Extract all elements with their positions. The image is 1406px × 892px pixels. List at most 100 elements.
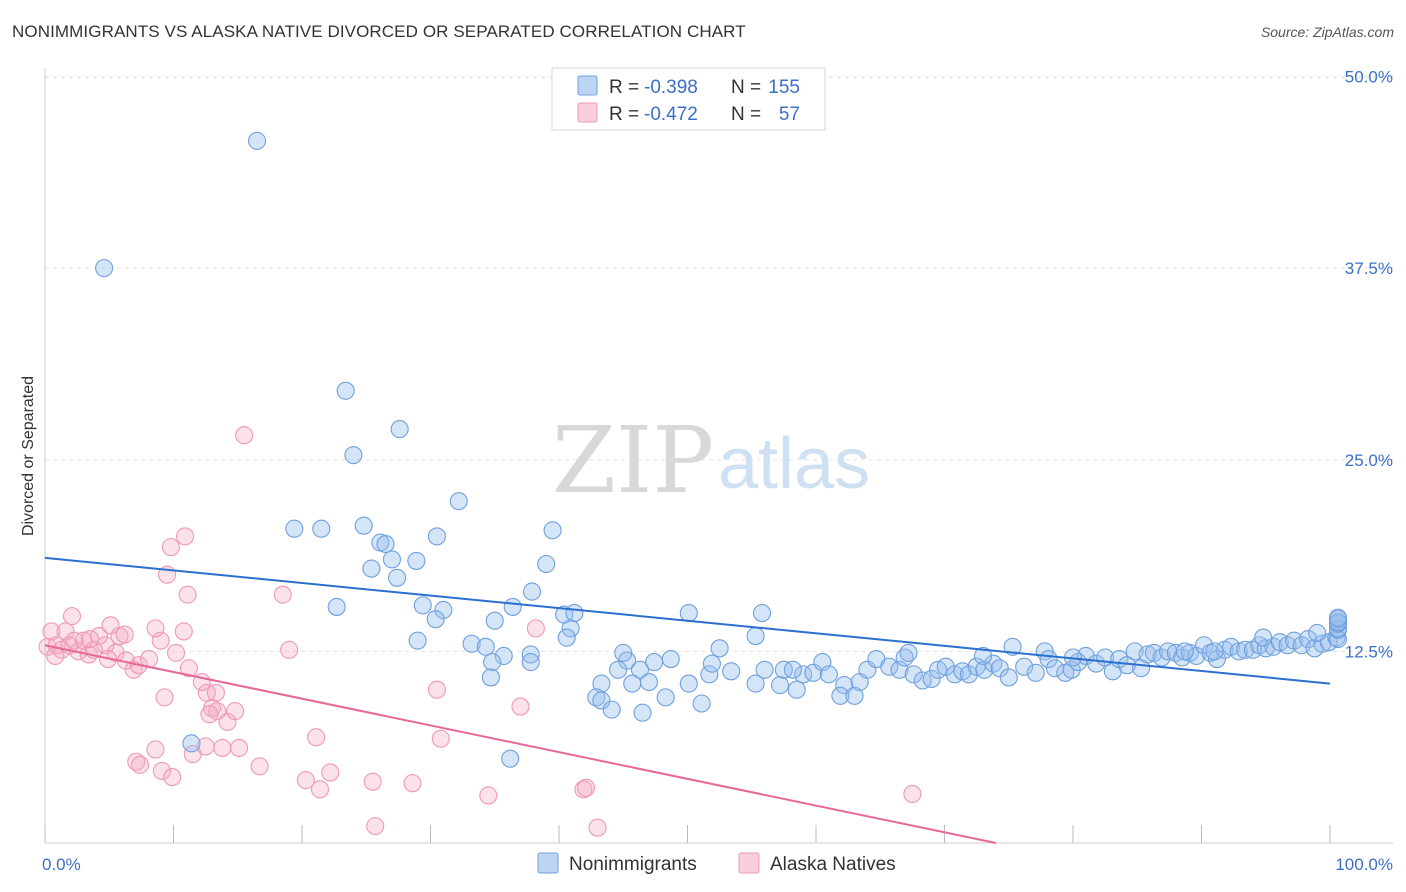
nonimmigrants-point xyxy=(407,551,426,570)
alaska-natives-point xyxy=(235,426,254,445)
alaska-natives-point xyxy=(431,729,450,748)
alaska-natives-point xyxy=(206,683,225,702)
nonimmigrants-point xyxy=(408,631,427,650)
alaska-natives-point xyxy=(96,636,115,655)
correlation-legend: R = -0.398 N = 155 R = -0.472 N = 57 xyxy=(551,67,826,131)
nonimmigrants-point xyxy=(537,554,556,574)
nonimmigrants-point xyxy=(1278,636,1297,655)
trend-lines xyxy=(44,556,1331,844)
nonimmigrants-point xyxy=(1328,613,1348,632)
alaska-natives-point xyxy=(307,728,326,747)
grid-lines xyxy=(45,76,1393,652)
nonimmigrants-point xyxy=(1328,619,1348,638)
nonimmigrants-point xyxy=(661,649,680,669)
nonimmigrants-point xyxy=(483,653,502,672)
y-tick-label: 12.5% xyxy=(1345,642,1393,661)
nonimmigrants-point xyxy=(787,680,806,699)
nonimmigrants-point xyxy=(521,653,540,672)
nonimmigrants-point xyxy=(565,603,584,623)
nonimmigrants-point xyxy=(700,665,719,684)
nonimmigrants-point xyxy=(344,446,363,465)
nonimmigrants-point xyxy=(1175,642,1194,661)
nonimmigrants-point xyxy=(679,674,698,693)
nonimmigrants-point xyxy=(845,686,864,705)
nonimmigrants-point xyxy=(494,646,513,666)
nonimmigrants-point xyxy=(692,694,711,713)
nonimmigrants-point xyxy=(95,259,114,278)
nonimmigrants-point xyxy=(1026,663,1045,682)
nonimmigrants-point xyxy=(362,559,381,578)
nonimmigrants-point xyxy=(561,619,580,638)
nonimmigrants-point xyxy=(614,643,633,662)
nonimmigrants-point xyxy=(1254,628,1273,647)
alaska-natives-point xyxy=(167,643,186,662)
legend-r-label-1: R = xyxy=(609,77,639,98)
nonimmigrants-point xyxy=(1264,637,1283,656)
nonimmigrants-point xyxy=(639,672,659,692)
x-tick-label: 0.0% xyxy=(42,855,81,874)
nonimmigrants-point xyxy=(973,646,993,666)
nonimmigrants-point xyxy=(770,676,790,695)
alaska-natives-point xyxy=(179,659,198,678)
chart-title: NONIMMIGRANTS VS ALASKA NATIVE DIVORCED … xyxy=(12,22,746,41)
alaska-natives-point xyxy=(280,640,299,659)
alaska-natives-point xyxy=(250,757,269,776)
nonimmigrants-point xyxy=(388,568,407,587)
nonimmigrants-point xyxy=(623,674,642,693)
alaska-natives-point xyxy=(146,619,165,638)
alaska-natives-point xyxy=(310,780,330,799)
legend-swatch-alaska-natives xyxy=(577,102,598,123)
legend-n-label-1: N = xyxy=(731,77,761,98)
nonimmigrants-point xyxy=(880,657,899,676)
nonimmigrants-point xyxy=(1308,623,1327,643)
nonimmigrants-point xyxy=(354,516,373,535)
nonimmigrants-point xyxy=(587,688,606,707)
nonimmigrants-point xyxy=(449,492,468,511)
legend-n-value-1: 155 xyxy=(768,77,800,98)
nonimmigrants-point xyxy=(182,734,201,753)
alaska-natives-point xyxy=(273,585,292,604)
alaska-natives-point xyxy=(80,630,100,649)
nonimmigrants-point xyxy=(557,628,576,647)
nonimmigrants-point xyxy=(1195,636,1214,655)
alaska-natives-point xyxy=(576,778,596,797)
nonimmigrants-point xyxy=(746,674,765,693)
nonimmigrants-point xyxy=(602,700,621,719)
nonimmigrants-point xyxy=(376,535,395,554)
y-tick-labels: 12.5% 25.0% 37.5% 50.0% xyxy=(1345,68,1393,662)
nonimmigrants-trend-line xyxy=(44,556,1331,685)
legend-label-nonimmigrants: Nonimmigrants xyxy=(569,854,697,875)
alaska-natives-point xyxy=(131,755,150,774)
nonimmigrants-point xyxy=(485,611,504,630)
legend-r-label-2: R = xyxy=(609,104,639,125)
nonimmigrants-point xyxy=(543,521,562,540)
alaska-natives-point xyxy=(174,622,193,641)
nonimmigrants-point xyxy=(1229,642,1248,661)
nonimmigrants-point xyxy=(831,686,850,705)
alaska-natives-point xyxy=(178,585,197,604)
nonimmigrants-point xyxy=(899,643,918,662)
alaska-natives-point xyxy=(366,817,385,836)
alaska-natives-point xyxy=(62,607,82,626)
nonimmigrants-point xyxy=(975,660,994,679)
alaska-natives-point xyxy=(588,818,607,837)
alaska-natives-point xyxy=(200,705,219,724)
nonimmigrants-point xyxy=(722,662,741,681)
alaska-natives-trend-line xyxy=(44,644,997,844)
nonimmigrants-point xyxy=(1328,608,1348,627)
alaska-natives-point xyxy=(321,763,340,782)
nonimmigrants-point xyxy=(1166,643,1185,662)
watermark-zip: ZIP xyxy=(552,407,714,514)
nonimmigrants-point xyxy=(336,381,355,400)
nonimmigrants-point xyxy=(755,660,774,679)
nonimmigrants-point xyxy=(904,665,923,684)
nonimmigrants-point xyxy=(783,660,802,679)
nonimmigrants-point xyxy=(382,550,402,569)
nonimmigrants-points xyxy=(95,131,1348,768)
nonimmigrants-point xyxy=(1015,657,1034,676)
nonimmigrants-point xyxy=(592,691,611,710)
nonimmigrants-point xyxy=(819,665,838,684)
legend-swatch-nonimmigrants xyxy=(577,75,598,96)
nonimmigrants-point xyxy=(503,597,522,616)
